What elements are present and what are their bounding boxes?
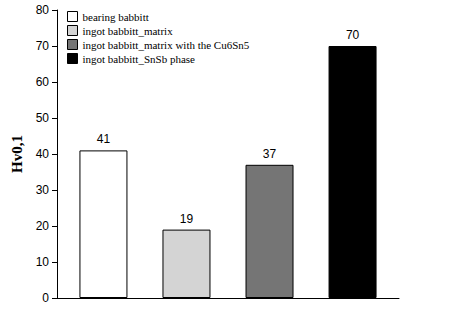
svg-text:70: 70 (346, 28, 360, 42)
svg-text:ingot babbitt_matrix: ingot babbitt_matrix (83, 25, 174, 37)
svg-text:0: 0 (42, 291, 49, 305)
svg-text:ingot babbitt_matrix with the: ingot babbitt_matrix with the Cu6Sn5 (83, 39, 250, 51)
svg-text:30: 30 (36, 183, 50, 197)
svg-text:70: 70 (36, 39, 50, 53)
svg-text:40: 40 (36, 147, 50, 161)
svg-text:ingot babbitt_SnSb phase: ingot babbitt_SnSb phase (83, 53, 196, 65)
svg-text:10: 10 (36, 255, 50, 269)
svg-text:37: 37 (263, 147, 277, 161)
svg-text:50: 50 (36, 111, 50, 125)
svg-text:80: 80 (36, 3, 50, 17)
svg-text:bearing babbitt: bearing babbitt (83, 11, 149, 23)
svg-text:60: 60 (36, 75, 50, 89)
svg-text:19: 19 (180, 212, 194, 226)
svg-text:Hv0,1: Hv0,1 (9, 135, 25, 173)
svg-text:41: 41 (97, 132, 111, 146)
svg-text:20: 20 (36, 219, 50, 233)
